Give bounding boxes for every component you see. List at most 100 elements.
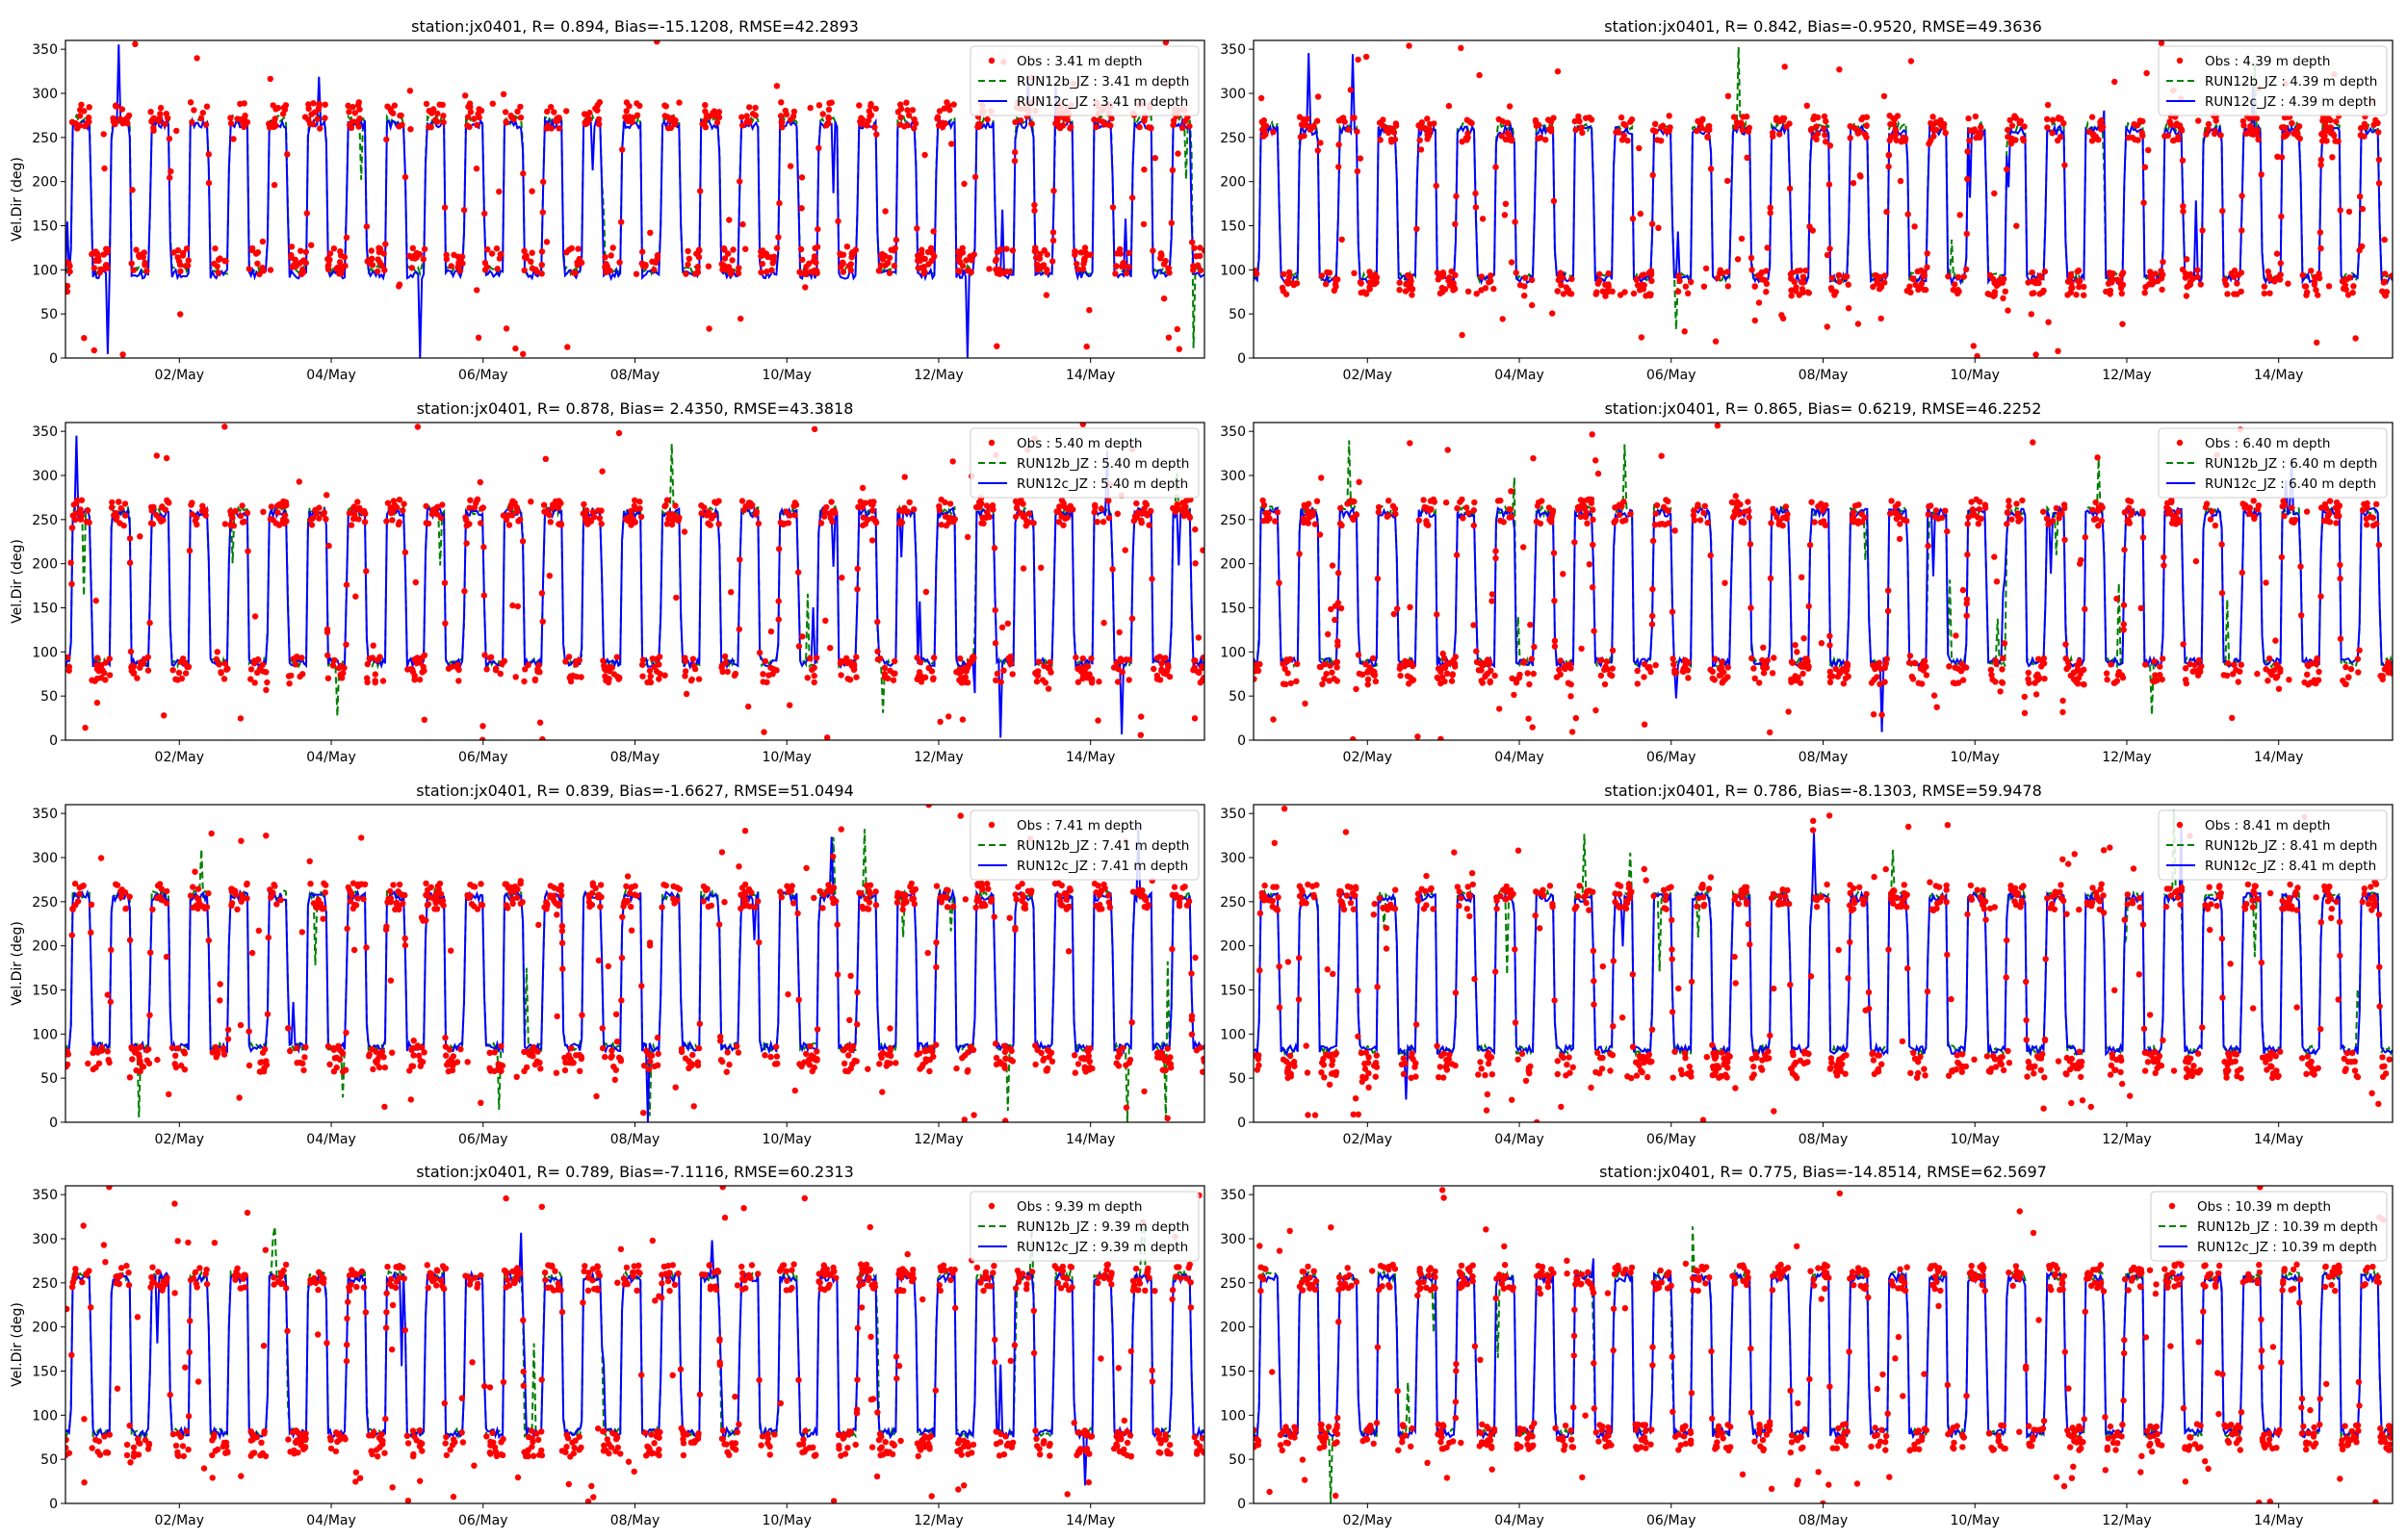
obs-point bbox=[547, 892, 554, 899]
obs-point bbox=[1629, 971, 1637, 978]
obs-point bbox=[274, 509, 281, 516]
obs-point bbox=[1414, 733, 1421, 740]
x-tick-label: 06/May bbox=[458, 750, 507, 765]
obs-point bbox=[915, 252, 921, 259]
legend-label: RUN12b_JZ : 6.40 m depth bbox=[2205, 456, 2377, 472]
obs-point bbox=[1337, 504, 1344, 512]
obs-point bbox=[1452, 654, 1460, 660]
obs-point bbox=[2195, 656, 2203, 664]
obs-point bbox=[636, 505, 643, 512]
obs-point bbox=[1181, 117, 1189, 125]
obs-point bbox=[656, 676, 662, 682]
obs-point bbox=[142, 262, 148, 269]
obs-point bbox=[1488, 591, 1496, 598]
obs-point bbox=[1401, 663, 1408, 670]
obs-point bbox=[2277, 271, 2284, 278]
obs-point bbox=[528, 499, 534, 505]
obs-point bbox=[2067, 270, 2074, 278]
obs-point bbox=[2187, 281, 2194, 288]
legend-label: RUN12b_JZ : 5.40 m depth bbox=[1017, 456, 1189, 472]
obs-point bbox=[464, 114, 472, 120]
obs-point bbox=[1270, 716, 1277, 723]
obs-point bbox=[1656, 521, 1664, 527]
obs-point bbox=[137, 533, 143, 540]
obs-point bbox=[498, 1067, 505, 1074]
legend-label: Obs : 5.40 m depth bbox=[1017, 436, 1142, 451]
obs-point bbox=[208, 830, 215, 837]
obs-point bbox=[2303, 508, 2311, 515]
obs-point bbox=[184, 663, 191, 670]
obs-point bbox=[1358, 280, 1364, 287]
obs-point bbox=[829, 895, 836, 902]
obs-point bbox=[2089, 506, 2096, 513]
obs-point bbox=[288, 244, 296, 250]
obs-point bbox=[227, 508, 234, 515]
obs-point bbox=[1082, 249, 1089, 256]
obs-point bbox=[2098, 502, 2105, 509]
obs-point bbox=[1670, 661, 1677, 668]
obs-point bbox=[2157, 672, 2163, 679]
obs-point bbox=[433, 906, 441, 912]
obs-point bbox=[1482, 285, 1489, 292]
obs-point bbox=[346, 109, 352, 116]
obs-point bbox=[1576, 117, 1583, 125]
obs-point bbox=[1137, 732, 1145, 738]
obs-point bbox=[1803, 102, 1811, 110]
obs-point bbox=[1458, 894, 1464, 902]
obs-point bbox=[173, 127, 180, 135]
obs-point bbox=[2312, 273, 2318, 281]
obs-point bbox=[1564, 1061, 1570, 1068]
obs-point bbox=[1969, 512, 1977, 519]
obs-point bbox=[2081, 681, 2087, 688]
obs-point bbox=[1126, 249, 1132, 256]
obs-point bbox=[539, 618, 546, 625]
obs-point bbox=[1192, 526, 1199, 533]
obs-point bbox=[324, 652, 331, 659]
obs-point bbox=[271, 182, 278, 189]
obs-point bbox=[992, 640, 999, 647]
obs-point bbox=[1353, 685, 1359, 693]
obs-point bbox=[2191, 661, 2198, 668]
obs-point bbox=[916, 1050, 923, 1057]
obs-point bbox=[1436, 1064, 1444, 1070]
obs-point bbox=[103, 245, 110, 252]
obs-point bbox=[426, 108, 432, 115]
obs-point bbox=[1262, 131, 1269, 138]
obs-point bbox=[795, 643, 803, 650]
obs-point bbox=[128, 260, 135, 267]
obs-point bbox=[1800, 635, 1807, 642]
obs-point bbox=[415, 1052, 423, 1060]
obs-point bbox=[1000, 1042, 1008, 1049]
obs-point bbox=[161, 712, 168, 719]
series-points-obs bbox=[65, 40, 1204, 358]
obs-point bbox=[1079, 266, 1087, 272]
obs-point bbox=[1200, 1068, 1204, 1075]
obs-point bbox=[78, 512, 86, 519]
obs-point bbox=[2006, 502, 2012, 510]
obs-point bbox=[345, 102, 351, 110]
obs-point bbox=[1609, 288, 1616, 295]
obs-point bbox=[270, 516, 276, 524]
obs-point bbox=[1883, 208, 1890, 216]
obs-point bbox=[1805, 603, 1812, 610]
obs-point bbox=[2289, 119, 2295, 127]
obs-point bbox=[1685, 290, 1692, 296]
obs-point bbox=[241, 115, 248, 121]
obs-point bbox=[1996, 276, 2004, 283]
obs-point bbox=[1022, 905, 1029, 912]
obs-point bbox=[497, 670, 504, 678]
obs-point bbox=[189, 500, 195, 506]
obs-point bbox=[503, 118, 509, 125]
legend-label: RUN12c_JZ : 5.40 m depth bbox=[1017, 476, 1188, 492]
obs-point bbox=[881, 674, 889, 680]
obs-point bbox=[398, 112, 404, 119]
obs-point bbox=[1128, 615, 1136, 622]
obs-point bbox=[113, 510, 119, 518]
obs-point bbox=[502, 109, 509, 116]
obs-point bbox=[921, 151, 928, 159]
obs-point bbox=[374, 268, 381, 275]
y-tick-label: 300 bbox=[32, 469, 58, 484]
obs-point bbox=[2342, 680, 2349, 688]
obs-point bbox=[107, 998, 115, 1006]
obs-point bbox=[1167, 1054, 1174, 1061]
